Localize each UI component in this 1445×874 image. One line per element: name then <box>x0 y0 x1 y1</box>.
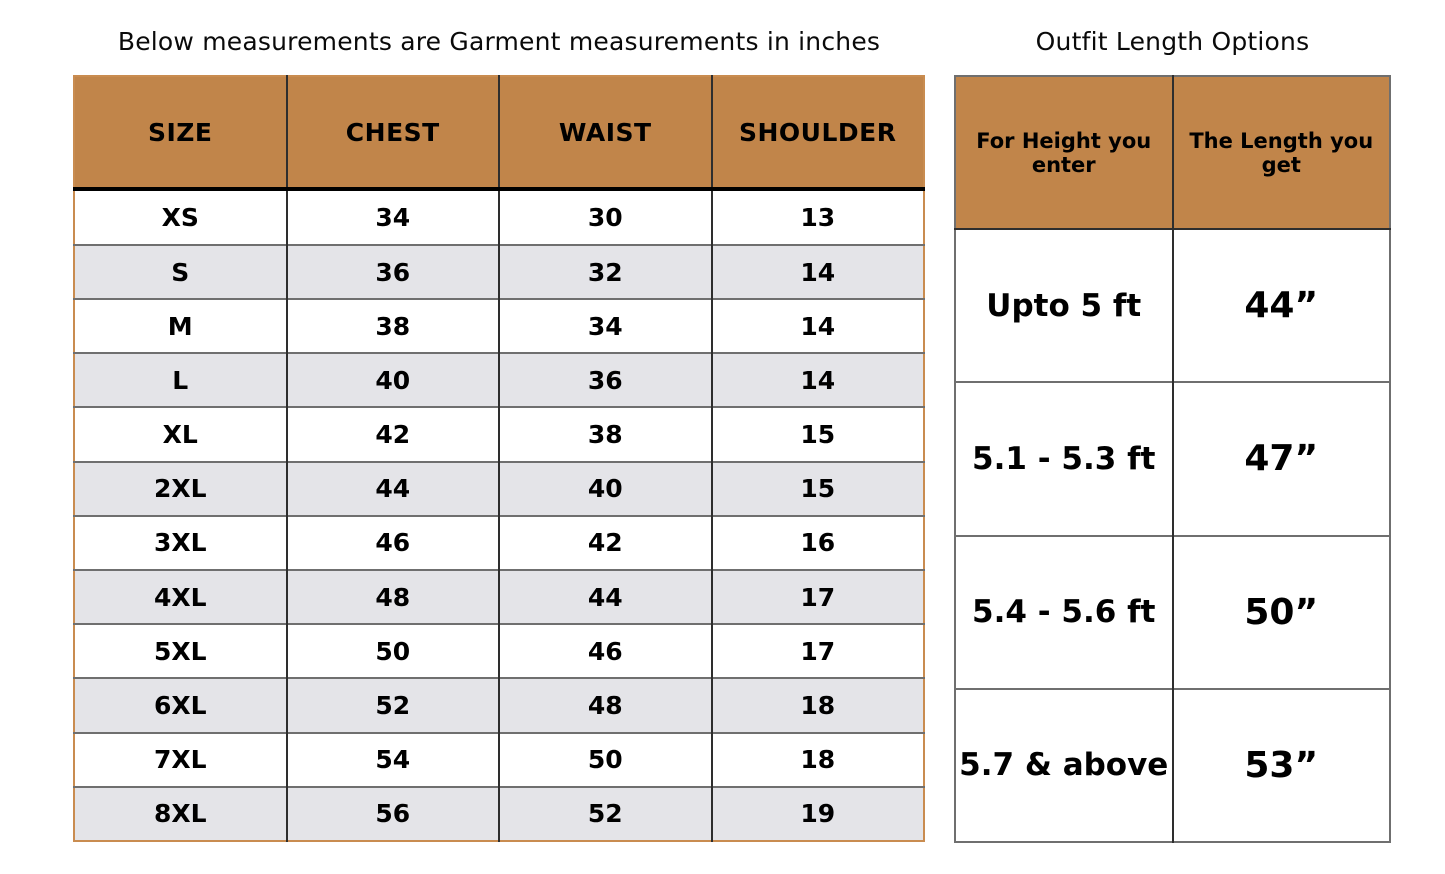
table-cell: 52 <box>498 785 712 841</box>
table-cell: 18 <box>710 731 924 787</box>
table-row: 7XL 54 50 18 <box>74 731 924 787</box>
table-cell: 40 <box>285 352 499 408</box>
table-cell: 17 <box>710 569 924 625</box>
outfit-length-table: For Height you enter The Length you get U… <box>954 75 1391 843</box>
table-cell: 7XL <box>74 731 287 787</box>
table-cell: 42 <box>285 406 499 462</box>
table-cell: 18 <box>710 677 924 733</box>
table-cell: Upto 5 ft <box>955 227 1173 383</box>
table-cell: 50” <box>1171 534 1390 689</box>
table-cell: 52 <box>285 677 499 733</box>
table-row: 5.4 - 5.6 ft 50” <box>955 534 1390 689</box>
outfit-length-title: Outfit Length Options <box>1035 27 1310 56</box>
table-cell: 2XL <box>74 460 287 516</box>
table-cell: 5.4 - 5.6 ft <box>955 534 1173 689</box>
table-cell: 38 <box>285 298 499 354</box>
table-cell: 44 <box>285 460 499 516</box>
table-cell: 53” <box>1171 687 1390 842</box>
column-header: WAIST <box>498 76 712 191</box>
table-cell: 8XL <box>74 785 287 841</box>
table-cell: 5.7 & above <box>955 687 1173 842</box>
table-cell: L <box>74 352 287 408</box>
table-cell: 32 <box>498 243 712 300</box>
table-cell: 14 <box>710 243 924 300</box>
table-cell: 38 <box>498 406 712 462</box>
table-cell: 44 <box>498 569 712 625</box>
table-row: 2XL 44 40 15 <box>74 460 924 516</box>
table-cell: 5.1 - 5.3 ft <box>955 381 1173 536</box>
table-cell: 34 <box>498 298 712 354</box>
garment-measurements-title: Below measurements are Garment measureme… <box>117 27 881 56</box>
header-row: SIZE CHEST WAIST SHOULDER <box>74 76 924 191</box>
table-cell: 5XL <box>74 623 287 679</box>
table-row: M 38 34 14 <box>74 298 924 354</box>
garment-size-table: SIZE CHEST WAIST SHOULDER XS 34 30 13 S 36 32 14 M 3… <box>73 75 925 842</box>
column-header: The Length you get <box>1171 76 1390 230</box>
table-cell: 15 <box>710 406 924 462</box>
table-cell: 14 <box>710 298 924 354</box>
table-cell: 19 <box>710 785 924 841</box>
column-header: CHEST <box>285 76 499 191</box>
table-row: L 40 36 14 <box>74 352 924 408</box>
table-cell: 16 <box>710 514 924 571</box>
table-row: 5.1 - 5.3 ft 47” <box>955 381 1390 536</box>
column-header: SIZE <box>74 76 287 191</box>
table-cell: 30 <box>498 188 712 245</box>
table-row: 8XL 56 52 19 <box>74 785 924 841</box>
table-cell: 46 <box>498 623 712 679</box>
table-row: S 36 32 14 <box>74 243 924 300</box>
table-row: Upto 5 ft 44” <box>955 227 1390 383</box>
table-cell: 50 <box>285 623 499 679</box>
table-cell: 6XL <box>74 677 287 733</box>
table-cell: 40 <box>498 460 712 516</box>
table-cell: 13 <box>710 188 924 245</box>
table-row: 6XL 52 48 18 <box>74 677 924 733</box>
table-cell: XS <box>74 188 287 245</box>
table-row: 5XL 50 46 17 <box>74 623 924 679</box>
table-cell: 50 <box>498 731 712 787</box>
table-cell: 4XL <box>74 569 287 625</box>
table-cell: 34 <box>285 188 499 245</box>
table-row: XS 34 30 13 <box>74 188 924 245</box>
table-cell: 36 <box>285 243 499 300</box>
table-cell: M <box>74 298 287 354</box>
table-cell: 14 <box>710 352 924 408</box>
table-cell: 36 <box>498 352 712 408</box>
table-row: 3XL 46 42 16 <box>74 514 924 571</box>
table-cell: 44” <box>1171 227 1390 383</box>
table-cell: 48 <box>285 569 499 625</box>
table-cell: 15 <box>710 460 924 516</box>
table-cell: 48 <box>498 677 712 733</box>
table-row: 4XL 48 44 17 <box>74 569 924 625</box>
table-cell: 56 <box>285 785 499 841</box>
table-cell: S <box>74 243 287 300</box>
header-row: For Height you enter The Length you get <box>955 76 1390 230</box>
table-cell: 17 <box>710 623 924 679</box>
table-cell: 46 <box>285 514 499 571</box>
table-row: XL 42 38 15 <box>74 406 924 462</box>
table-cell: XL <box>74 406 287 462</box>
table-cell: 42 <box>498 514 712 571</box>
column-header: For Height you enter <box>955 76 1173 230</box>
table-cell: 47” <box>1171 381 1390 536</box>
table-cell: 54 <box>285 731 499 787</box>
column-header: SHOULDER <box>710 76 924 191</box>
table-row: 5.7 & above 53” <box>955 687 1390 842</box>
table-cell: 3XL <box>74 514 287 571</box>
